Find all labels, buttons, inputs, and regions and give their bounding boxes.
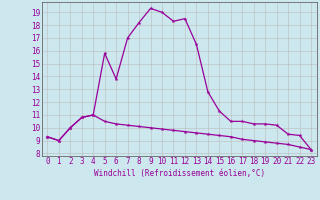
X-axis label: Windchill (Refroidissement éolien,°C): Windchill (Refroidissement éolien,°C) [94,169,265,178]
